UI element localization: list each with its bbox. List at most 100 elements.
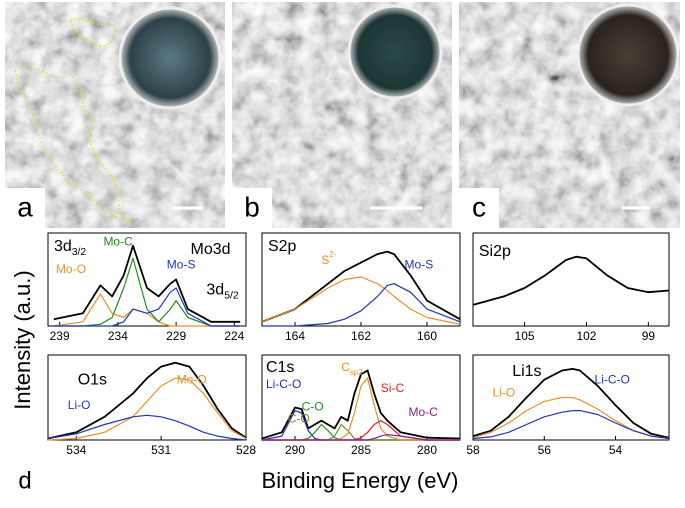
subscript: sp2	[350, 368, 363, 377]
label-text: Li-C-O	[266, 377, 301, 391]
subscript: 3/2	[72, 247, 87, 258]
component-label: Mo-C	[409, 405, 439, 419]
spectrum-panel: 164 162 160	[261, 232, 461, 343]
component-label: C-O	[302, 400, 324, 414]
label-text: Mo-O	[56, 262, 86, 276]
y-axis-label: Intensity (a.u.)	[10, 270, 35, 409]
label-text: Mo-C	[409, 405, 439, 419]
label-text: C-O	[302, 400, 324, 414]
spectrum-title: Si2p	[479, 243, 511, 260]
plot-frame	[472, 232, 670, 327]
photo-inset	[118, 6, 222, 110]
spectrum-curve	[261, 276, 461, 325]
spectrum-title: O1s	[78, 372, 107, 389]
component-label: Si-C	[381, 381, 405, 395]
plot-frame	[472, 354, 670, 441]
spectrum-curve	[53, 287, 241, 327]
component-label: S2-	[321, 250, 336, 267]
spectrum-panel: 58 56 54	[466, 354, 670, 457]
component-label: Li-C-O	[595, 373, 630, 387]
component-label: Li-O	[493, 385, 516, 399]
panel-label: d	[18, 467, 31, 494]
x-axis-label: Binding Energy (eV)	[262, 468, 459, 493]
panel-label: b	[244, 191, 260, 222]
component-label: Mo-C	[103, 234, 133, 248]
x-tick-label: 290	[285, 443, 305, 457]
sem-image-b: b	[232, 2, 452, 228]
component-label: Li-O	[68, 398, 91, 412]
x-tick-label: 102	[576, 329, 596, 343]
spectrum-title: C1s	[266, 359, 294, 376]
plot-frame	[47, 354, 247, 441]
label-text: Mo-S	[405, 258, 434, 272]
label-text: Mo-S	[167, 258, 196, 272]
panel-label: c	[472, 191, 486, 222]
x-tick-label: 234	[108, 329, 128, 343]
spectrum-curve	[262, 283, 461, 327]
spectrum-curve	[472, 410, 670, 440]
spectrum-curve	[47, 377, 247, 441]
x-tick-label: 99	[642, 329, 656, 343]
x-tick-label: 280	[417, 443, 437, 457]
plot-frame	[47, 232, 247, 327]
annotation: 3d3/2	[54, 238, 86, 258]
label-text: C-O	[288, 412, 310, 426]
x-tick-label: 162	[351, 329, 371, 343]
panel-label: a	[17, 191, 33, 222]
x-tick-label: 528	[236, 443, 256, 457]
annotation: 3d5/2	[206, 282, 238, 302]
spectrum-curve	[472, 255, 670, 306]
spectrum-title: Li1s	[512, 363, 541, 380]
x-tick-label: 531	[151, 443, 171, 457]
spectrum-panel: 290 285 280	[261, 354, 461, 457]
spectrum-curve	[261, 369, 461, 440]
label-text: S	[321, 253, 329, 267]
label-box	[459, 188, 499, 228]
label-text: Mo-O	[177, 373, 207, 387]
spectrum-title: Mo3d	[191, 241, 231, 258]
component-label: Mo-S	[405, 258, 434, 272]
spectrum-curve	[53, 257, 241, 327]
component-label: Li-C-O	[266, 377, 301, 391]
label-text: Li-C-O	[595, 373, 630, 387]
x-tick-label: 160	[417, 329, 437, 343]
component-label: Mo-S	[167, 258, 196, 272]
x-tick-label: 56	[538, 443, 552, 457]
outline	[14, 18, 131, 223]
label-box	[5, 188, 45, 228]
label-box	[232, 188, 272, 228]
x-tick-label: 239	[50, 329, 70, 343]
spectrum-curve	[262, 434, 460, 441]
component-label: Csp2	[341, 360, 362, 377]
spectrum-curve	[47, 361, 247, 440]
x-tick-label: 224	[224, 329, 244, 343]
spectrum-curve	[472, 367, 670, 439]
x-tick-label: 534	[66, 443, 86, 457]
x-tick-label: 164	[285, 329, 305, 343]
spectrum-curve	[261, 250, 461, 323]
x-tick-label: 229	[166, 329, 186, 343]
label-text: C	[341, 360, 350, 374]
label-text: 3d	[206, 282, 224, 299]
component-label: Mo-O	[177, 373, 207, 387]
spectrum-curve	[53, 244, 241, 323]
sem-image-c: c	[459, 2, 680, 228]
spectrum-panel: 105 102 99	[472, 232, 670, 343]
spectrum-title: S2p	[268, 238, 297, 255]
spectrum-curve	[47, 414, 247, 441]
label-text: Si-C	[381, 381, 405, 395]
sem-image-a: a	[5, 2, 225, 228]
x-tick-label: 54	[609, 443, 623, 457]
x-tick-label: 105	[515, 329, 535, 343]
component-label: Mo-O	[56, 262, 86, 276]
x-tick-label: 58	[466, 443, 480, 457]
component-label: C-O	[288, 412, 310, 426]
label-text: Mo-C	[103, 234, 133, 248]
spectrum-panel: 534 531 528	[47, 354, 256, 457]
label-text: Li-O	[68, 398, 91, 412]
superscript: 2-	[329, 250, 336, 259]
photo-inset	[347, 4, 443, 100]
photo-inset	[576, 3, 680, 107]
spectrum-panel: 239 234 229 224	[47, 232, 247, 343]
